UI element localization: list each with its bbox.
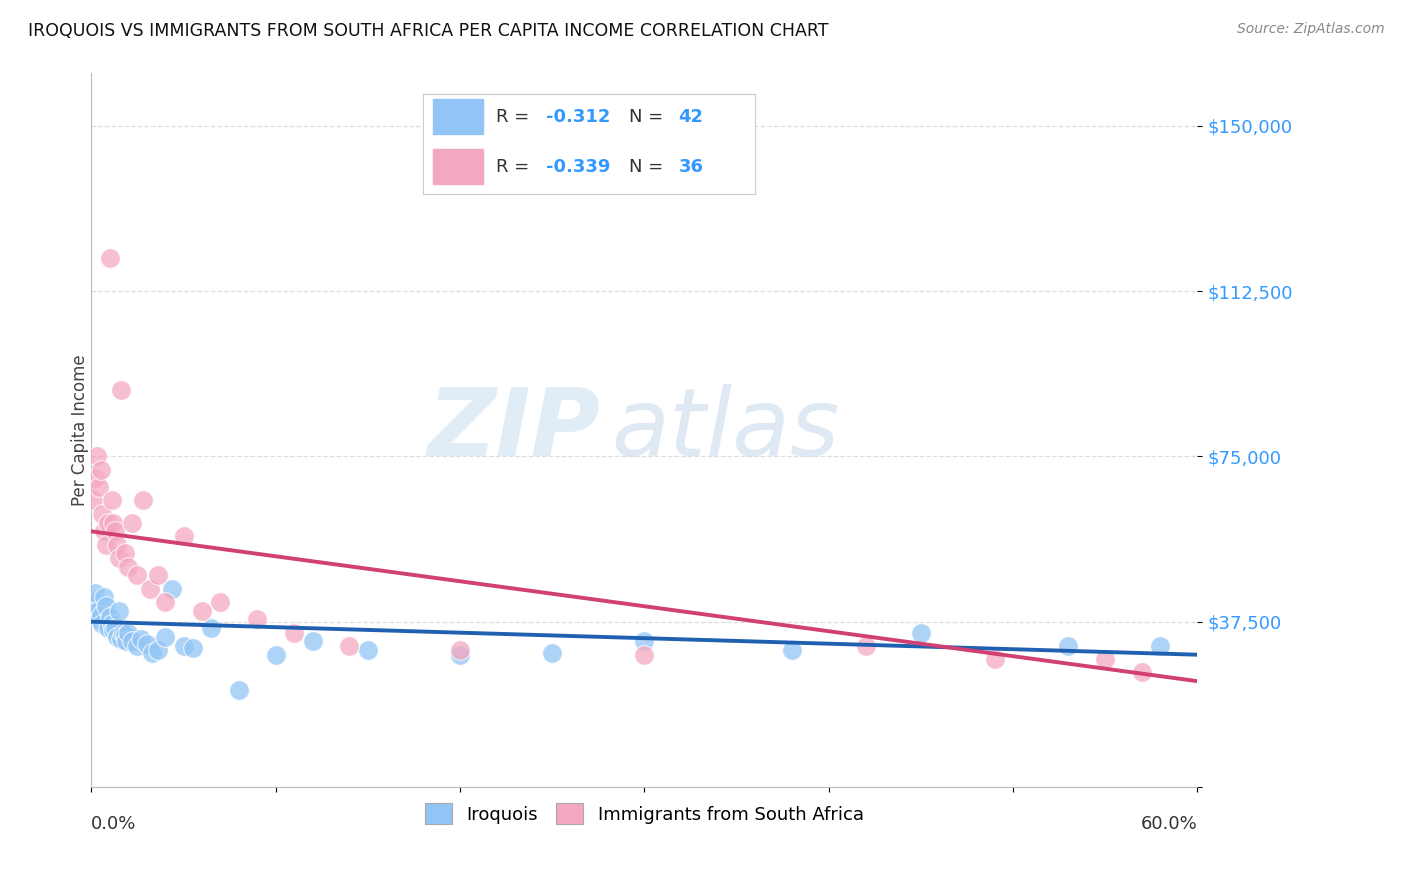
Point <box>91 507 114 521</box>
Point <box>115 634 138 648</box>
Point <box>449 643 471 657</box>
Point <box>87 612 110 626</box>
Point <box>910 625 932 640</box>
Point <box>87 480 110 494</box>
Point <box>100 493 122 508</box>
Point <box>139 582 162 596</box>
Point <box>82 493 104 508</box>
Text: Source: ZipAtlas.com: Source: ZipAtlas.com <box>1237 22 1385 37</box>
Point <box>90 608 112 623</box>
Point <box>103 516 125 530</box>
Text: IROQUOIS VS IMMIGRANTS FROM SOUTH AFRICA PER CAPITA INCOME CORRELATION CHART: IROQUOIS VS IMMIGRANTS FROM SOUTH AFRICA… <box>28 22 828 40</box>
Point <box>1057 639 1080 653</box>
Point <box>339 639 361 653</box>
Point <box>86 450 108 464</box>
Point <box>110 384 132 398</box>
Point <box>209 595 232 609</box>
Point <box>191 604 214 618</box>
Point <box>98 610 121 624</box>
Point <box>108 604 131 618</box>
Text: atlas: atlas <box>612 384 839 475</box>
Point <box>246 612 269 626</box>
Point <box>86 604 108 618</box>
Point <box>121 634 143 648</box>
Text: 0.0%: 0.0% <box>91 815 136 833</box>
Point <box>146 568 169 582</box>
Point <box>84 471 107 485</box>
Point <box>141 646 163 660</box>
Point <box>1130 665 1153 680</box>
Point <box>98 251 121 265</box>
Point <box>93 591 115 605</box>
Point <box>94 599 117 614</box>
Point <box>541 646 564 660</box>
Point <box>114 546 136 560</box>
Point <box>855 639 877 653</box>
Point <box>1094 652 1116 666</box>
Point <box>135 637 157 651</box>
Point <box>104 524 127 539</box>
Point <box>153 595 176 609</box>
Point <box>1149 639 1171 653</box>
Point <box>117 559 139 574</box>
Point <box>121 516 143 530</box>
Point <box>153 630 176 644</box>
Point <box>93 524 115 539</box>
Point <box>283 625 305 640</box>
Point <box>228 683 250 698</box>
Point <box>449 648 471 662</box>
Point <box>104 621 127 635</box>
Point <box>264 648 287 662</box>
Point <box>129 632 152 647</box>
Point <box>181 641 204 656</box>
Point <box>117 625 139 640</box>
Point <box>173 529 195 543</box>
Point <box>103 624 125 638</box>
Point <box>983 652 1005 666</box>
Point <box>105 630 128 644</box>
Point <box>105 537 128 551</box>
Point <box>173 639 195 653</box>
Point <box>301 634 323 648</box>
Point <box>357 643 380 657</box>
Point <box>84 586 107 600</box>
Point <box>108 550 131 565</box>
Point <box>97 516 120 530</box>
Point <box>127 639 149 653</box>
Point <box>633 648 655 662</box>
Point <box>91 616 114 631</box>
Point <box>94 537 117 551</box>
Point <box>780 643 803 657</box>
Point <box>90 462 112 476</box>
Point <box>114 628 136 642</box>
Legend: Iroquois, Immigrants from South Africa: Iroquois, Immigrants from South Africa <box>418 797 870 831</box>
Point <box>82 595 104 609</box>
Text: ZIP: ZIP <box>427 384 600 476</box>
Point <box>200 621 222 635</box>
Point <box>100 616 122 631</box>
Y-axis label: Per Capita Income: Per Capita Income <box>72 354 89 506</box>
Text: 60.0%: 60.0% <box>1140 815 1198 833</box>
Point <box>111 625 134 640</box>
Point <box>146 643 169 657</box>
Point <box>633 634 655 648</box>
Point <box>162 582 184 596</box>
Point <box>132 493 155 508</box>
Point <box>127 568 149 582</box>
Point <box>97 621 120 635</box>
Point <box>110 632 132 647</box>
